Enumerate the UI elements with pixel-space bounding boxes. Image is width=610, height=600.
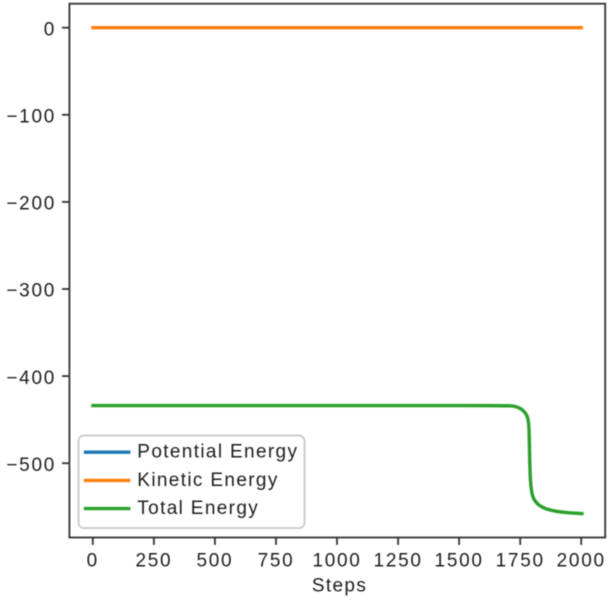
- svg-text:250: 250: [135, 550, 172, 571]
- svg-text:−500: −500: [6, 455, 56, 476]
- svg-text:Kinetic Energy: Kinetic Energy: [137, 470, 278, 491]
- svg-text:−400: −400: [6, 368, 56, 389]
- svg-text:−200: −200: [6, 194, 56, 215]
- svg-text:1000: 1000: [312, 550, 361, 571]
- svg-text:Total Energy: Total Energy: [137, 498, 259, 519]
- svg-text:1250: 1250: [374, 550, 423, 571]
- svg-text:Potential Energy: Potential Energy: [137, 442, 298, 463]
- svg-text:−100: −100: [6, 107, 56, 128]
- svg-text:500: 500: [196, 550, 233, 571]
- svg-text:Steps: Steps: [312, 575, 367, 596]
- svg-text:0: 0: [87, 550, 99, 571]
- svg-text:1500: 1500: [435, 550, 484, 571]
- svg-text:1750: 1750: [496, 550, 545, 571]
- svg-text:0: 0: [44, 19, 56, 40]
- svg-text:750: 750: [258, 550, 295, 571]
- svg-text:2000: 2000: [557, 550, 606, 571]
- svg-text:−300: −300: [6, 281, 56, 302]
